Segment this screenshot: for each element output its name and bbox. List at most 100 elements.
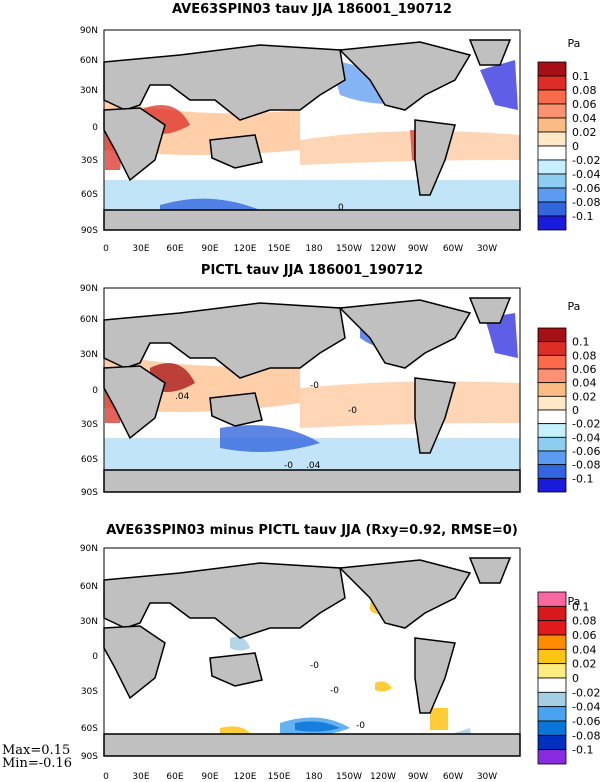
colorbar-label: 0.02 [572, 126, 597, 139]
colorbar-unit: Pa [568, 300, 581, 313]
colorbar-swatch [537, 691, 567, 708]
colorbar: 0.10.080.060.040.020-0.02-0.04-0.06-0.08… [537, 61, 600, 231]
svg-text:180: 180 [305, 772, 322, 782]
colorbar-unit: Pa [568, 37, 581, 50]
colorbar-swatch [537, 706, 567, 722]
stats-min: Min=-0.16 [2, 756, 73, 771]
svg-text:0: 0 [92, 386, 98, 396]
svg-text:90N: 90N [80, 284, 98, 294]
colorbar-label: 0.02 [572, 390, 597, 403]
colorbar-swatch [537, 591, 567, 607]
svg-text:0: 0 [103, 772, 109, 782]
svg-text:90S: 90S [81, 226, 98, 236]
colorbar-label: -0.06 [572, 445, 600, 458]
colorbar-swatch [537, 327, 567, 343]
svg-text:120E: 120E [234, 244, 257, 254]
svg-text:90W: 90W [408, 244, 428, 254]
svg-text:60N: 60N [80, 315, 98, 325]
svg-text:-0: -0 [310, 661, 319, 671]
svg-text:90N: 90N [80, 26, 98, 36]
svg-text:90W: 90W [408, 772, 428, 782]
contour-labels: -0 -0 -0 [310, 661, 365, 731]
colorbar-swatch [537, 117, 567, 133]
svg-text:120W: 120W [370, 244, 396, 254]
colorbar: 0.10.080.060.040.020-0.02-0.04-0.06-0.08… [537, 591, 600, 765]
panel-title: AVE63SPIN03 minus PICTL tauv JJA (Rxy=0.… [106, 523, 518, 538]
colorbar-label: -0.04 [572, 431, 600, 444]
colorbar-swatch [537, 634, 567, 650]
svg-text:-0: -0 [348, 406, 357, 416]
map-panel-2: PICTL tauv JJA 186001_190712 [0, 258, 612, 516]
svg-text:60S: 60S [81, 190, 98, 200]
colorbar-swatch [537, 720, 567, 736]
colorbar-swatch [537, 131, 567, 147]
colorbar-swatch [537, 620, 567, 636]
colorbar-swatch [537, 734, 567, 751]
svg-text:60E: 60E [166, 244, 183, 254]
svg-text:-0: -0 [330, 686, 339, 696]
colorbar-label: -0.04 [572, 168, 600, 181]
colorbar-label: 0.1 [572, 600, 590, 613]
colorbar-swatch [537, 648, 567, 665]
svg-text:30W: 30W [477, 772, 497, 782]
colorbar-label: -0.08 [572, 729, 600, 742]
colorbar-label: 0.08 [572, 615, 597, 628]
svg-text:120W: 120W [370, 772, 396, 782]
svg-text:30E: 30E [132, 244, 149, 254]
colorbar-label: 0 [572, 140, 579, 153]
svg-text:60N: 60N [80, 582, 98, 592]
colorbar-swatch [537, 423, 567, 438]
colorbar: 0.10.080.060.040.020-0.02-0.04-0.06-0.08… [537, 327, 600, 493]
svg-text:30S: 30S [81, 687, 98, 697]
map-1: 0 90N 60N 30N 0 30S 60S 90S 0 30E 60E 90… [80, 26, 601, 254]
colorbar-swatch [537, 215, 567, 231]
svg-text:-0: -0 [284, 461, 293, 471]
colorbar-label: -0.02 [572, 686, 600, 699]
svg-text:60N: 60N [80, 56, 98, 66]
svg-text:120E: 120E [234, 772, 257, 782]
colorbar-swatch [537, 173, 567, 189]
colorbar-label: -0.1 [572, 210, 593, 223]
panel-title: PICTL tauv JJA 186001_190712 [200, 263, 424, 278]
colorbar-label: 0.08 [572, 84, 597, 97]
svg-text:0: 0 [92, 652, 98, 662]
svg-text:90S: 90S [81, 488, 98, 498]
colorbar-label: -0.02 [572, 154, 600, 167]
svg-text:60W: 60W [443, 244, 463, 254]
svg-text:150W: 150W [336, 772, 362, 782]
colorbar-label: 0.04 [572, 643, 597, 656]
lon-tick-labels: 0 30E 60E 90E 120E 150E 180 150W 120W 90… [103, 772, 497, 782]
colorbar-swatch [537, 354, 567, 370]
svg-text:90E: 90E [201, 772, 218, 782]
svg-text:.04: .04 [306, 461, 321, 471]
svg-text:0: 0 [92, 123, 98, 133]
colorbar-swatch [537, 368, 567, 384]
colorbar-swatch [537, 201, 567, 217]
panel-title: AVE63SPIN03 tauv JJA 186001_190712 [172, 2, 452, 17]
colorbar-swatch [537, 477, 567, 493]
lat-tick-labels: 90N 60N 30N 0 30S 60S 90S [80, 544, 98, 762]
colorbar-swatch [537, 409, 567, 425]
svg-text:60S: 60S [81, 724, 98, 734]
colorbar-swatch [537, 341, 567, 356]
colorbar-label: -0.08 [572, 459, 600, 472]
colorbar-swatch [537, 749, 567, 765]
lon-tick-labels: 0 30E 60E 90E 120E 150E 180 150W 120W 90… [103, 244, 497, 254]
map-2: -0 .04 -0 -0 .04 90N 60N 30N 0 30S 60S 9… [80, 284, 601, 498]
svg-text:150E: 150E [268, 772, 291, 782]
map-panel-1: AVE63SPIN03 tauv JJA 186001_190712 [0, 0, 612, 256]
svg-text:90N: 90N [80, 544, 98, 554]
svg-text:30S: 30S [81, 420, 98, 430]
colorbar-swatch [537, 75, 567, 91]
svg-text:180: 180 [305, 244, 322, 254]
map-3: -0 -0 -0 90N 60N 30N 0 30S 60S 90S 0 30E… [80, 544, 601, 782]
colorbar-label: 0 [572, 404, 579, 417]
map-panel-3: AVE63SPIN03 minus PICTL tauv JJA (Rxy=0.… [0, 518, 612, 782]
svg-text:90S: 90S [81, 752, 98, 762]
svg-text:30N: 30N [80, 86, 98, 96]
svg-text:150W: 150W [336, 244, 362, 254]
colorbar-swatch [537, 663, 567, 679]
colorbar-label: -0.1 [572, 744, 593, 757]
svg-text:30S: 30S [81, 156, 98, 166]
contour-label: 0 [338, 203, 344, 213]
